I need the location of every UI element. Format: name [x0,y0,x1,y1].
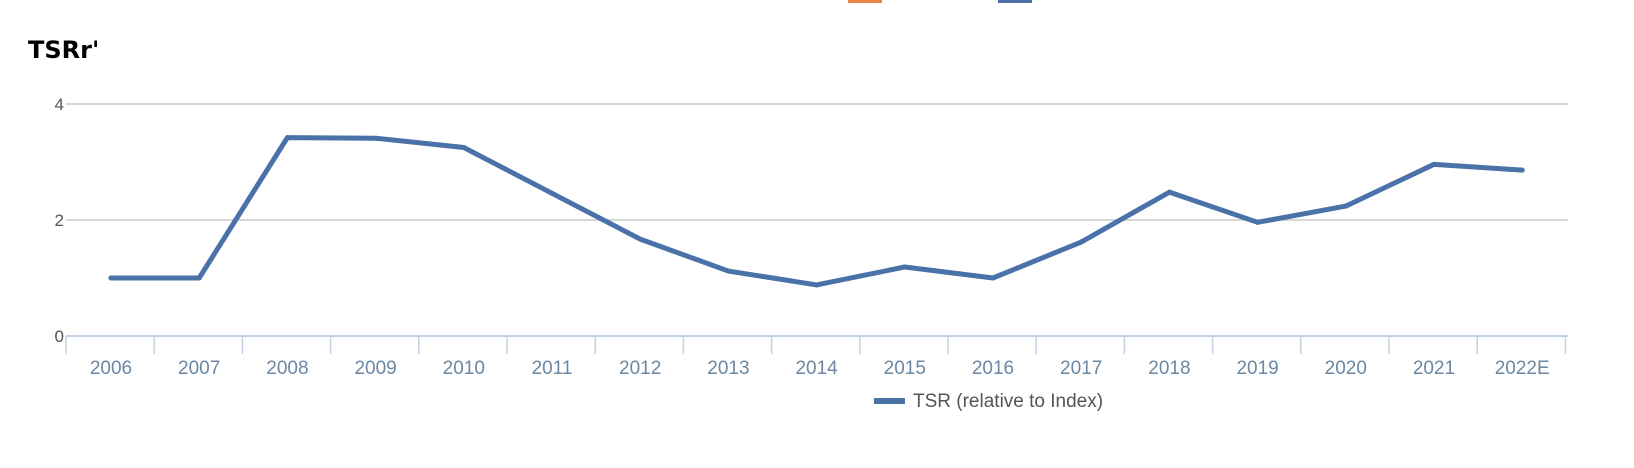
x-tick-label: 2012 [619,358,661,379]
x-tick-label: 2010 [443,358,485,379]
x-tick-label: 2021 [1413,358,1455,379]
data-point [108,275,114,281]
x-tick-label: 2006 [90,358,132,379]
y-axis: 0 2 4 [55,95,64,346]
legend-swatch [874,398,905,404]
data-point [549,190,555,196]
data-point [1431,161,1437,167]
y-tick-label: 0 [55,327,64,346]
data-point [373,135,379,141]
gridlines [66,103,1568,221]
data-point [461,145,467,150]
data-point [1166,189,1172,195]
top-legend-swatch-orange [848,0,882,3]
data-point [1078,239,1084,245]
data-point [814,282,820,288]
legend: TSR (relative to Index) [874,391,1103,412]
data-point [902,264,908,270]
x-tick-label: 2015 [884,358,926,379]
x-tick-label: 2014 [795,358,838,379]
legend-label: TSR (relative to Index) [913,391,1103,412]
series-layer [108,135,1525,288]
x-tick-label: 2007 [178,358,220,379]
chart-title: TSRr' [28,36,100,64]
y-tick-label: 4 [55,95,64,114]
top-legend-swatch-blue [998,0,1032,3]
y-tick-label: 2 [55,211,64,230]
series-line [108,135,1525,288]
x-tick-label: 2022E [1495,358,1550,379]
x-axis: 2006 2007 2008 2009 2010 2011 2012 2013 2014 2015… [65,335,1568,379]
data-point [637,236,643,242]
x-tick-label: 2020 [1325,358,1367,379]
x-tick-label: 2011 [532,358,573,379]
data-point [1255,219,1261,225]
data-point [1519,167,1525,173]
top-legend-partial [0,0,1634,6]
data-point [196,275,202,281]
data-point [725,268,731,274]
x-tick-label: 2013 [707,358,749,379]
x-tick-label: 2009 [354,358,396,379]
x-tick-label: 2008 [266,358,308,379]
data-point [1343,203,1349,209]
x-tick-label: 2017 [1060,358,1102,379]
x-tick-label: 2019 [1236,358,1278,379]
data-point [990,275,996,281]
x-tick-label: 2018 [1148,358,1190,379]
x-tick-label: 2016 [972,358,1014,379]
data-point [284,135,290,141]
